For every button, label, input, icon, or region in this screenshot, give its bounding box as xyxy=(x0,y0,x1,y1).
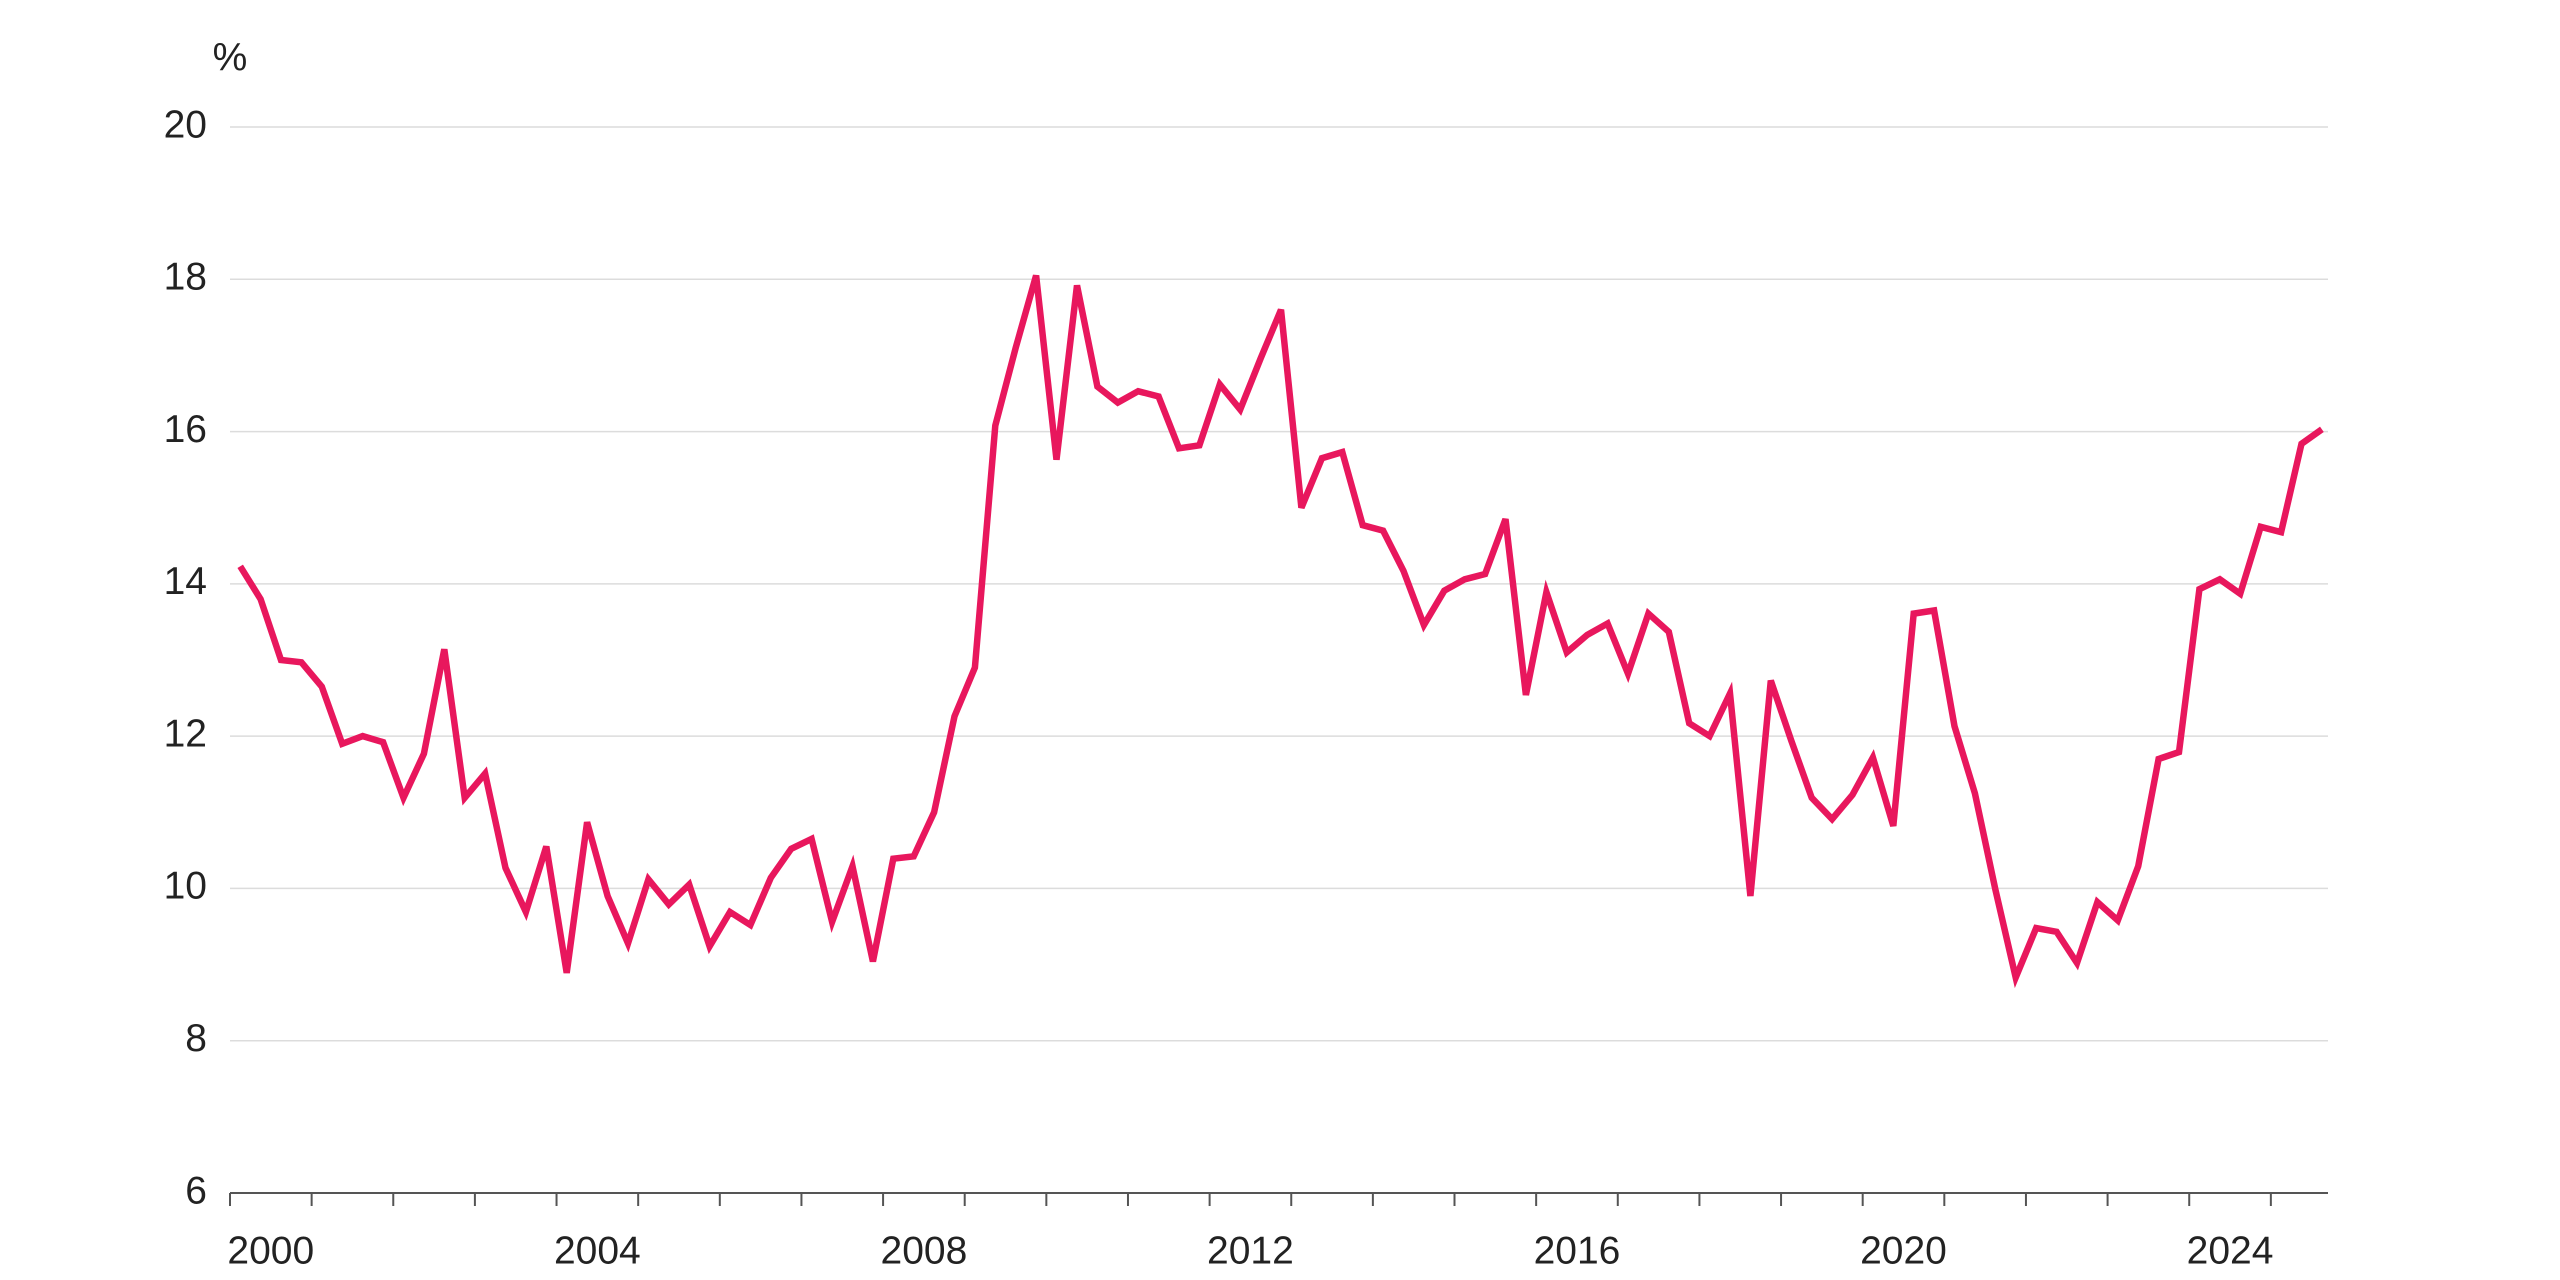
y-axis-label: % xyxy=(213,36,248,79)
x-tick-label: 2004 xyxy=(554,1229,641,1272)
x-tick-label: 2012 xyxy=(1207,1229,1294,1272)
data-line xyxy=(237,274,2324,989)
y-tick-label: 10 xyxy=(164,865,207,908)
x-tick-label: 2024 xyxy=(2187,1229,2274,1272)
y-tick-label: 8 xyxy=(185,1017,207,1060)
y-tick-label: 16 xyxy=(164,408,207,451)
x-tick-label: 2008 xyxy=(881,1229,968,1272)
x-tick-label: 2000 xyxy=(227,1229,314,1272)
y-tick-label: 18 xyxy=(164,256,207,299)
y-tick-label: 12 xyxy=(164,712,207,755)
y-tick-label: 20 xyxy=(164,103,207,146)
y-tick-label: 6 xyxy=(185,1169,207,1212)
y-tick-label: 14 xyxy=(164,560,207,603)
x-tick-label: 2016 xyxy=(1534,1229,1621,1272)
x-tick-label: 2020 xyxy=(1860,1229,1947,1272)
